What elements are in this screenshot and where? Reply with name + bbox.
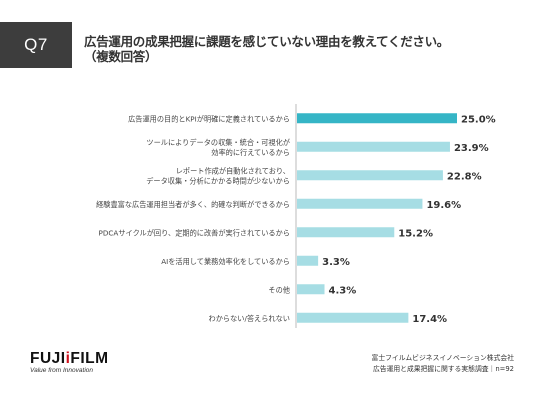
bar-1 <box>297 113 457 124</box>
question-number-badge: Q7 <box>0 22 72 68</box>
bar-3 <box>297 170 443 181</box>
category-label-4: 経験豊富な広告運用担当者が多く、的確な判断ができるから <box>96 200 290 209</box>
category-label-3-line-2: データ収集・分析にかかる時間が少ないから <box>146 176 290 185</box>
category-label-7: その他 <box>268 285 290 294</box>
bar-5 <box>297 227 395 238</box>
value-label-5: 15.2% <box>398 228 433 239</box>
survey-source: 富士フイルムビジネスイノベーション株式会社 広告運用と成果把握に関する実態調査｜… <box>372 353 514 375</box>
value-label-1: 25.0% <box>461 114 496 125</box>
category-label-3-line-1: レポート作成が自動化されており、 <box>176 166 290 175</box>
category-label-2-line-1: ツールによりデータの収集・統合・可視化が <box>146 138 290 147</box>
value-label-6: 3.3% <box>322 257 350 268</box>
bar-8 <box>297 312 409 323</box>
value-label-8: 17.4% <box>412 314 447 325</box>
fujifilm-logo: FUJIiFILM Value from Innovation <box>30 350 109 375</box>
category-label-6: AIを活用して業務効率化をしているから <box>161 257 290 266</box>
category-label-8: わからない/答えられない <box>209 314 291 323</box>
logo-tagline: Value from Innovation <box>30 367 93 374</box>
question-title: 広告運用の成果把握に課題を感じていない理由を教えてください。 （複数回答） <box>84 34 524 64</box>
source-company: 富士フイルムビジネスイノベーション株式会社 <box>371 354 514 362</box>
category-label-5: PDCAサイクルが回り、定期的に改善が実行されているから <box>99 228 290 237</box>
question-title-line-2: （複数回答） <box>84 49 158 64</box>
category-label-1: 広告運用の目的とKPIが明確に定義されているから <box>128 114 290 123</box>
value-label-7: 4.3% <box>329 285 357 296</box>
source-survey: 広告運用と成果把握に関する実態調査｜n=92 <box>373 365 514 373</box>
bar-4 <box>297 198 423 209</box>
category-label-2-line-2: 効率的に行えているから <box>211 148 290 157</box>
bar-2 <box>297 141 450 152</box>
value-label-2: 23.9% <box>454 143 489 154</box>
value-label-3: 22.8% <box>447 171 482 182</box>
question-title-line-1: 広告運用の成果把握に課題を感じていない理由を教えてください。 <box>84 34 450 49</box>
value-label-4: 19.6% <box>426 200 461 211</box>
bar-6 <box>297 255 319 266</box>
bar-7 <box>297 284 325 295</box>
